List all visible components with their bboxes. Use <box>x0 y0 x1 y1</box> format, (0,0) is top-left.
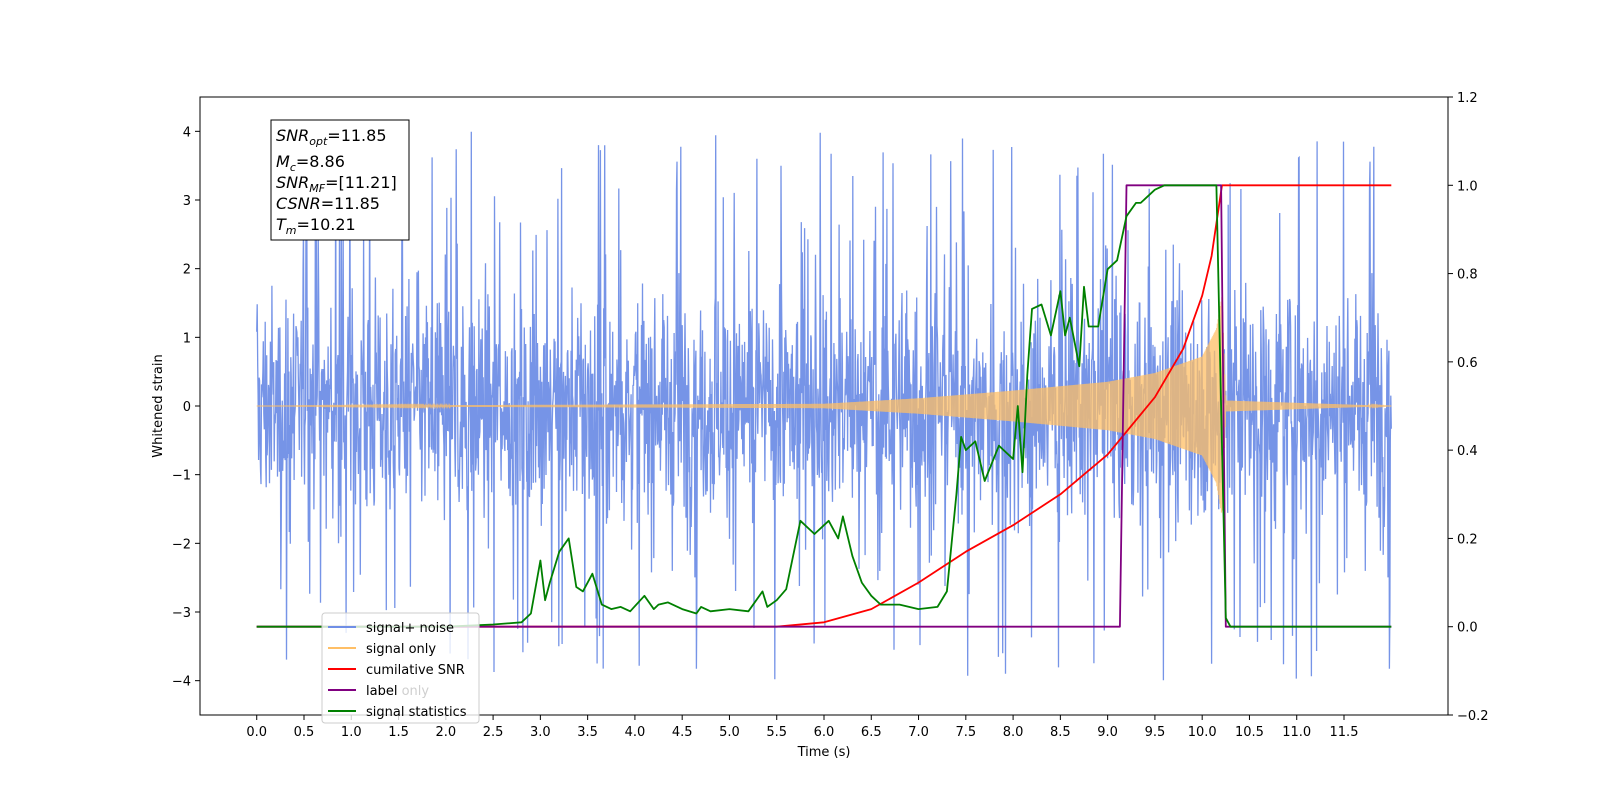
x-tick-label: 11.0 <box>1282 725 1311 740</box>
x-tick-label: 3.5 <box>577 725 598 740</box>
y-tick-label: −3 <box>172 606 191 621</box>
x-tick-label: 0.5 <box>294 725 315 740</box>
series-signal-only <box>256 297 1392 513</box>
x-tick-label: 5.5 <box>766 725 787 740</box>
y2-tick-label: 1.2 <box>1457 91 1478 106</box>
info-csnr: CSNR=11.85 <box>276 194 380 213</box>
info-snr-opt: SNRopt=11.85 <box>276 126 387 148</box>
x-tick-label: 8.5 <box>1050 725 1071 740</box>
y-axis-right: −0.2 0.0 0.2 0.4 0.6 0.8 1.0 1.2 <box>1448 91 1489 724</box>
x-tick-label: 7.5 <box>955 725 976 740</box>
y-tick-label: 4 <box>183 125 191 140</box>
series-layer <box>256 131 1392 681</box>
x-tick-label: 5.0 <box>719 725 740 740</box>
x-tick-label: 1.5 <box>388 725 409 740</box>
y-tick-label: −4 <box>172 675 191 690</box>
x-tick-label: 10.0 <box>1188 725 1217 740</box>
info-snr-mf: SNRMF=[11.21] <box>276 173 397 195</box>
x-tick-label: 2.0 <box>435 725 456 740</box>
series-cumulative-snr <box>256 184 1392 628</box>
series-signal-statistics <box>256 184 1392 628</box>
y-axis-left: −4 −3 −2 −1 0 1 2 3 4 <box>172 125 200 690</box>
x-axis-label: Time (s) <box>797 745 851 760</box>
y-tick-label: 0 <box>183 400 191 415</box>
x-tick-label: 0.0 <box>246 725 267 740</box>
legend-label-signal-only: signal only <box>366 642 436 657</box>
x-tick-label: 7.0 <box>908 725 929 740</box>
y2-tick-label: 0.4 <box>1457 444 1478 459</box>
y2-tick-label: 0.0 <box>1457 621 1478 636</box>
x-tick-label: 8.0 <box>1003 725 1024 740</box>
info-tm: Tm=10.21 <box>276 215 356 237</box>
x-tick-label: 4.5 <box>672 725 693 740</box>
y-tick-label: −1 <box>172 469 191 484</box>
y-tick-label: 1 <box>183 331 191 346</box>
y2-tick-label: −0.2 <box>1457 709 1489 724</box>
legend-frame <box>321 612 480 724</box>
y-tick-label: 3 <box>183 194 191 209</box>
x-tick-label: 10.5 <box>1235 725 1264 740</box>
x-tick-label: 9.5 <box>1145 725 1166 740</box>
y-axis-label: Whitened strain <box>151 354 166 457</box>
y2-tick-label: 0.6 <box>1457 356 1478 371</box>
x-tick-label: 4.0 <box>625 725 646 740</box>
x-tick-label: 6.0 <box>814 725 835 740</box>
x-tick-label: 1.0 <box>341 725 362 740</box>
y-tick-label: −2 <box>172 537 191 552</box>
y2-tick-label: 0.2 <box>1457 532 1478 547</box>
legend-label-cumulative-snr: cumilative SNR <box>366 663 465 678</box>
legend-label-signal-noise: signal+ noise <box>366 621 454 636</box>
x-axis: 0.0 0.5 1.0 1.5 2.0 2.5 3.0 3.5 4.0 4.5 5.0 5.5 6.0 6… <box>246 715 1358 740</box>
x-tick-label: 9.0 <box>1097 725 1118 740</box>
y2-tick-label: 0.8 <box>1457 268 1478 283</box>
x-tick-label: 6.5 <box>861 725 882 740</box>
legend-label-label: label <box>366 684 397 699</box>
x-tick-label: 3.0 <box>530 725 551 740</box>
info-box: SNRopt=11.85 Mc=8.86 SNRMF=[11.21] CSNR=… <box>270 119 410 241</box>
info-mc: Mc=8.86 <box>276 152 345 174</box>
legend-label-label-only: label only <box>366 684 429 699</box>
legend: signal+ noise signal only cumilative SNR… <box>321 612 480 724</box>
x-tick-label: 11.5 <box>1330 725 1359 740</box>
y-tick-label: 2 <box>183 263 191 278</box>
y2-tick-label: 1.0 <box>1457 179 1478 194</box>
x-tick-label: 2.5 <box>483 725 504 740</box>
legend-label-signal-statistics: signal statistics <box>366 705 467 720</box>
info-box-frame <box>270 119 410 241</box>
